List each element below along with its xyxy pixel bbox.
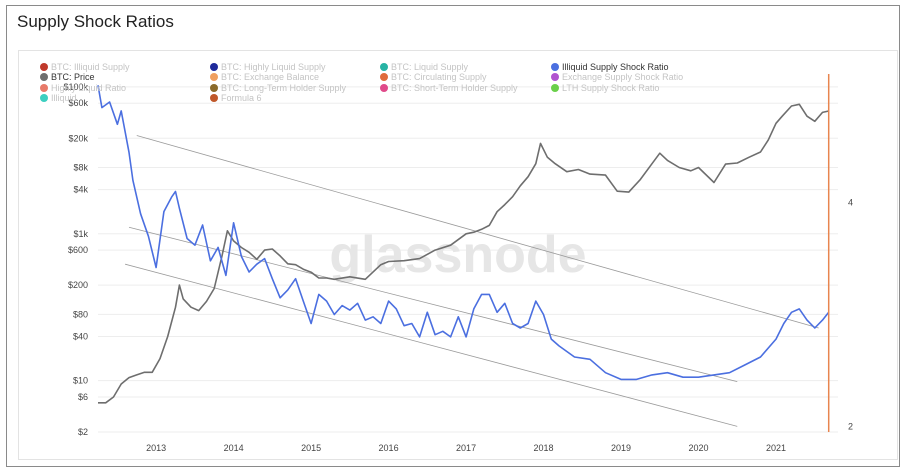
legend-item[interactable]: BTC: Short-Term Holder Supply — [380, 82, 518, 94]
y-left-tick-label: $40 — [73, 331, 88, 341]
y-left-tick-label: $10 — [73, 376, 88, 386]
legend-dot-icon — [210, 84, 218, 92]
watermark: glassnode — [329, 226, 586, 284]
x-tick-label: 2013 — [146, 443, 166, 453]
channel-line — [128, 226, 738, 383]
legend-item[interactable]: Formula 6 — [210, 92, 262, 104]
legend-label: BTC: Highly Liquid Supply — [221, 62, 326, 72]
legend-item[interactable]: BTC: Long-Term Holder Supply — [210, 82, 346, 94]
legend-dot-icon — [210, 94, 218, 102]
legend-item[interactable]: BTC: Price — [40, 71, 95, 83]
y-left-tick-label: $4k — [73, 185, 88, 195]
x-tick-label: 2015 — [301, 443, 321, 453]
legend-item[interactable]: BTC: Illiquid Supply — [40, 61, 130, 73]
y-left-tick-label: $6 — [78, 392, 88, 402]
y-left-tick-label: $20k — [68, 133, 88, 143]
page-title: Supply Shock Ratios — [17, 12, 174, 31]
legend-label: BTC: Price — [51, 72, 95, 82]
x-tick-label: 2018 — [534, 443, 554, 453]
legend-label: BTC: Exchange Balance — [221, 72, 320, 82]
legend-label: Illiquid — [51, 93, 77, 103]
x-tick-label: 2017 — [456, 443, 476, 453]
legend-label: Highly Liquid Ratio — [51, 83, 127, 93]
y-left-tick-label: $8k — [73, 162, 88, 172]
legend-item[interactable]: Illiquid — [40, 92, 77, 104]
legend-item[interactable]: BTC: Liquid Supply — [380, 61, 468, 73]
legend-dot-icon — [40, 94, 48, 102]
legend-label: Formula 6 — [221, 93, 262, 103]
legend-label: BTC: Circulating Supply — [391, 72, 487, 82]
x-tick-label: 2016 — [379, 443, 399, 453]
legend-label: BTC: Long-Term Holder Supply — [221, 83, 347, 93]
price-series-line — [98, 103, 829, 404]
legend-dot-icon — [40, 73, 48, 81]
x-tick-label: 2020 — [689, 443, 709, 453]
y-left-tick-label: $80 — [73, 309, 88, 319]
legend-item[interactable]: BTC: Highly Liquid Supply — [210, 61, 326, 73]
legend-label: BTC: Illiquid Supply — [51, 62, 130, 72]
y-right-tick-label: 2 — [848, 421, 853, 431]
y-right-tick-label: 4 — [848, 198, 853, 208]
legend-label: BTC: Liquid Supply — [391, 62, 469, 72]
ratio-series-line — [97, 85, 830, 381]
legend-dot-icon — [210, 63, 218, 71]
legend-item[interactable]: BTC: Circulating Supply — [380, 71, 487, 83]
legend-item[interactable]: Highly Liquid Ratio — [40, 82, 126, 94]
y-left-tick-label: $100k — [63, 82, 88, 92]
y-left-tick-label: $1k — [73, 229, 88, 239]
legend-dot-icon — [551, 84, 559, 92]
legend-dot-icon — [380, 63, 388, 71]
channel-line — [125, 263, 738, 427]
legend-label: Illiquid Supply Shock Ratio — [562, 62, 669, 72]
legend-dot-icon — [380, 73, 388, 81]
chart-card — [6, 5, 900, 467]
y-left-tick-label: $60k — [68, 98, 88, 108]
legend-item[interactable]: BTC: Exchange Balance — [210, 71, 319, 83]
legend-label: LTH Supply Shock Ratio — [562, 83, 660, 93]
x-tick-label: 2021 — [766, 443, 786, 453]
y-left-tick-label: $2 — [78, 427, 88, 437]
legend-dot-icon — [40, 63, 48, 71]
legend-dot-icon — [551, 63, 559, 71]
y-left-tick-label: $600 — [68, 245, 88, 255]
legend-label: Exchange Supply Shock Ratio — [562, 72, 684, 82]
legend-dot-icon — [210, 73, 218, 81]
legend-dot-icon — [551, 73, 559, 81]
legend-label: BTC: Short-Term Holder Supply — [391, 83, 518, 93]
legend-item[interactable]: Exchange Supply Shock Ratio — [551, 71, 683, 83]
channel-line — [136, 135, 819, 329]
x-tick-label: 2019 — [611, 443, 631, 453]
legend-item[interactable]: LTH Supply Shock Ratio — [551, 82, 659, 94]
chart-panel — [18, 50, 898, 460]
legend-dot-icon — [40, 84, 48, 92]
legend-dot-icon — [380, 84, 388, 92]
x-tick-label: 2014 — [224, 443, 244, 453]
legend-item[interactable]: Illiquid Supply Shock Ratio — [551, 61, 669, 73]
y-left-tick-label: $200 — [68, 280, 88, 290]
